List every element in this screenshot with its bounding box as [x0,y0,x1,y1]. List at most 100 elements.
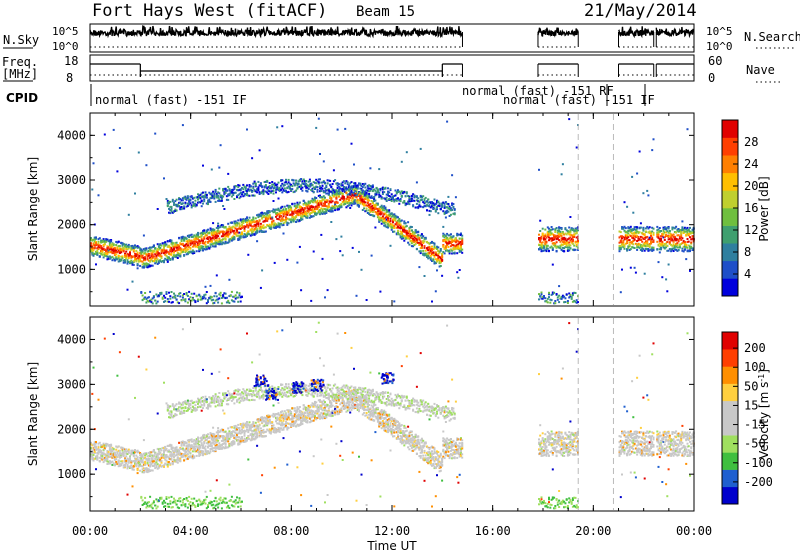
echo-cell [277,208,280,211]
echo-cell [376,203,379,206]
echo-cell [457,245,460,248]
echo-cell [181,197,184,200]
echo-cell [241,186,243,189]
echo-cell [159,292,162,294]
echo-cell [402,236,405,238]
echo-cell [195,237,198,240]
echo-cell [329,196,332,199]
echo-cell [273,210,276,213]
echo-cell [320,190,323,192]
echo-cell [315,197,318,199]
echo-cell [246,192,248,195]
echo-cell [355,185,358,188]
echo-cell [364,191,367,194]
echo-cell [337,185,340,188]
echo-cell [413,235,416,238]
echo-cell [175,249,178,252]
echo-cell [256,222,259,225]
echo-cell [239,188,242,191]
echo-cell [207,232,209,235]
echo-cell [317,203,320,206]
cpid-row: CPID normal (fast) -151 IF normal (fast)… [6,84,655,107]
echo-cell [191,297,194,300]
echo-cell [571,292,574,295]
echo-cell [639,238,642,241]
echo-cell [561,240,564,243]
echo-cell [351,202,354,205]
echo-cell [290,183,293,186]
echo-cell [210,229,213,232]
echo-cell [422,253,425,256]
echo-cell [208,191,211,194]
echo-cell [461,234,464,237]
echo-cell [370,207,373,210]
echo-cell [627,239,630,242]
echo-cell [237,296,240,299]
echo-cell [331,191,334,194]
echo-cell [164,244,167,247]
echo-cell [575,228,578,231]
echo-cell [363,192,366,195]
echo-cell [217,199,220,202]
echo-cell [436,260,438,263]
echo-cell [384,216,387,219]
echo-cell [165,243,168,246]
echo-cell [660,230,662,232]
echo-cell [680,236,683,239]
echo-cell [287,206,290,208]
echo-cell [642,226,645,229]
echo-cell [203,248,206,250]
echo-cell [261,217,264,220]
echo-cell [553,302,556,305]
echo-cell [446,202,449,205]
echo-cell [122,261,125,264]
echo-cell [633,232,636,235]
echo-cell [120,248,123,251]
echo-cell [234,233,237,236]
echo-cell [160,252,163,255]
echo-cell [634,226,637,228]
echo-cell [205,245,208,248]
echo-cell [667,238,670,241]
echo-cell [228,278,231,281]
echo-cell [392,221,394,224]
echo-cell [262,231,265,233]
echo-cell [302,183,305,185]
echo-cell [446,244,449,247]
echo-cell [321,209,324,212]
echo-cell [116,251,119,253]
echo-cell [449,207,452,210]
echo-cell [656,231,659,234]
echo-cell [549,228,552,231]
echo-cell [106,255,109,258]
echo-cell [156,258,159,261]
echo-cell [156,243,159,246]
echo-cell [156,249,159,252]
echo-cell [266,224,269,226]
echo-cell [179,206,182,209]
echo-cell [322,202,325,205]
echo-cell [275,225,277,228]
echo-cell [412,231,415,234]
echo-cell [560,243,563,246]
echo-cell [181,296,184,299]
echo-cell [215,295,218,298]
echo-cell [241,295,243,298]
echo-cell [681,249,684,252]
echo-cell [374,207,377,210]
echo-cell [453,248,456,251]
echo-cell [140,254,143,257]
echo-cell [565,244,568,247]
echo-cell [248,220,251,223]
echo-cell [393,200,396,203]
echo-cell [432,204,435,207]
echo-cell [173,210,175,213]
echo-cell [384,186,387,189]
echo-cell [164,253,167,256]
echo-cell [677,239,680,242]
echo-cell [420,196,423,199]
echo-cell [271,216,274,219]
echo-cell [397,222,399,225]
echo-cell [236,221,238,224]
echo-cell [651,149,654,152]
